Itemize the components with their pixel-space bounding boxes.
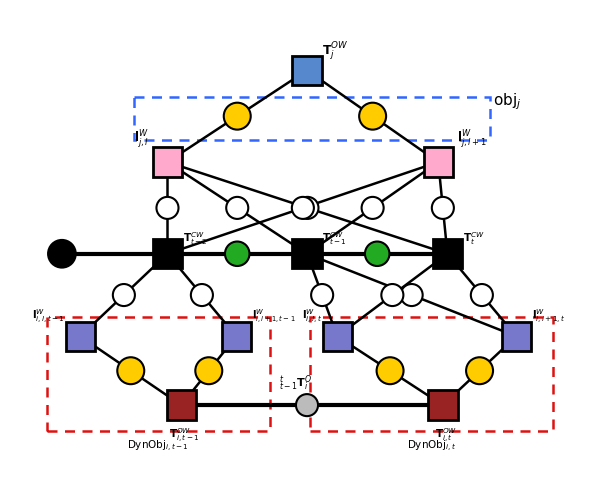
Ellipse shape: [381, 284, 403, 306]
Ellipse shape: [49, 240, 76, 267]
Text: $\mathrm{obj}_j$: $\mathrm{obj}_j$: [494, 92, 522, 112]
Ellipse shape: [311, 284, 333, 306]
Ellipse shape: [117, 357, 144, 384]
FancyBboxPatch shape: [222, 322, 251, 351]
Ellipse shape: [297, 197, 319, 219]
Ellipse shape: [466, 357, 493, 384]
Text: $\mathbf{T}_{t}^{CW}$: $\mathbf{T}_{t}^{CW}$: [463, 230, 484, 247]
Text: $\mathbf{l}_{j,l+1}^{W}$: $\mathbf{l}_{j,l+1}^{W}$: [457, 130, 486, 152]
FancyBboxPatch shape: [66, 322, 95, 351]
Text: $\mathbf{T}_{i,t}^{OW}$: $\mathbf{T}_{i,t}^{OW}$: [435, 427, 457, 445]
Text: $\mathbf{l}_{j,l}^{W}$: $\mathbf{l}_{j,l}^{W}$: [134, 130, 149, 152]
Ellipse shape: [195, 357, 222, 384]
FancyBboxPatch shape: [322, 322, 352, 351]
Ellipse shape: [400, 284, 422, 306]
Text: ${}^{t}_{t-1}\mathbf{T}_i^O$: ${}^{t}_{t-1}\mathbf{T}_i^O$: [279, 373, 313, 393]
FancyBboxPatch shape: [424, 147, 453, 177]
FancyBboxPatch shape: [433, 239, 462, 268]
Text: $\mathbf{l}_{i,l+1,t}^{W}$: $\mathbf{l}_{i,l+1,t}^{W}$: [532, 308, 565, 326]
Text: $\mathbf{l}_{i,l,t-1}^{W}$: $\mathbf{l}_{i,l,t-1}^{W}$: [32, 308, 65, 326]
Ellipse shape: [223, 103, 251, 130]
Ellipse shape: [376, 357, 403, 384]
Ellipse shape: [471, 284, 493, 306]
FancyBboxPatch shape: [292, 56, 322, 85]
Ellipse shape: [359, 103, 386, 130]
Ellipse shape: [432, 197, 454, 219]
Ellipse shape: [191, 284, 213, 306]
Ellipse shape: [362, 197, 384, 219]
FancyBboxPatch shape: [153, 239, 182, 268]
Ellipse shape: [226, 197, 248, 219]
Text: $\mathbf{l}_{i,l+1,t-1}^{W}$: $\mathbf{l}_{i,l+1,t-1}^{W}$: [252, 308, 295, 326]
Text: $\mathrm{DynObj}_{i,t-1}$: $\mathrm{DynObj}_{i,t-1}$: [127, 439, 189, 454]
FancyBboxPatch shape: [166, 390, 196, 420]
Ellipse shape: [292, 197, 314, 219]
Ellipse shape: [296, 394, 318, 416]
FancyBboxPatch shape: [292, 239, 322, 268]
Text: $\mathbf{T}_{i,t-1}^{OW}$: $\mathbf{T}_{i,t-1}^{OW}$: [169, 427, 200, 445]
Ellipse shape: [225, 241, 249, 266]
Ellipse shape: [113, 284, 135, 306]
FancyBboxPatch shape: [502, 322, 531, 351]
Ellipse shape: [365, 241, 389, 266]
FancyBboxPatch shape: [153, 147, 182, 177]
Text: $\mathbf{l}_{i,l,t}^{W}$: $\mathbf{l}_{i,l,t}^{W}$: [301, 308, 322, 326]
FancyBboxPatch shape: [428, 390, 457, 420]
Text: $\mathrm{DynObj}_{i,t}$: $\mathrm{DynObj}_{i,t}$: [406, 439, 456, 454]
Text: $\mathbf{T}_j^{OW}$: $\mathbf{T}_j^{OW}$: [322, 41, 349, 63]
Text: $\mathbf{T}_{t-2}^{CW}$: $\mathbf{T}_{t-2}^{CW}$: [183, 230, 208, 247]
Ellipse shape: [157, 197, 179, 219]
Text: $\mathbf{T}_{t-1}^{CW}$: $\mathbf{T}_{t-1}^{CW}$: [322, 230, 348, 247]
